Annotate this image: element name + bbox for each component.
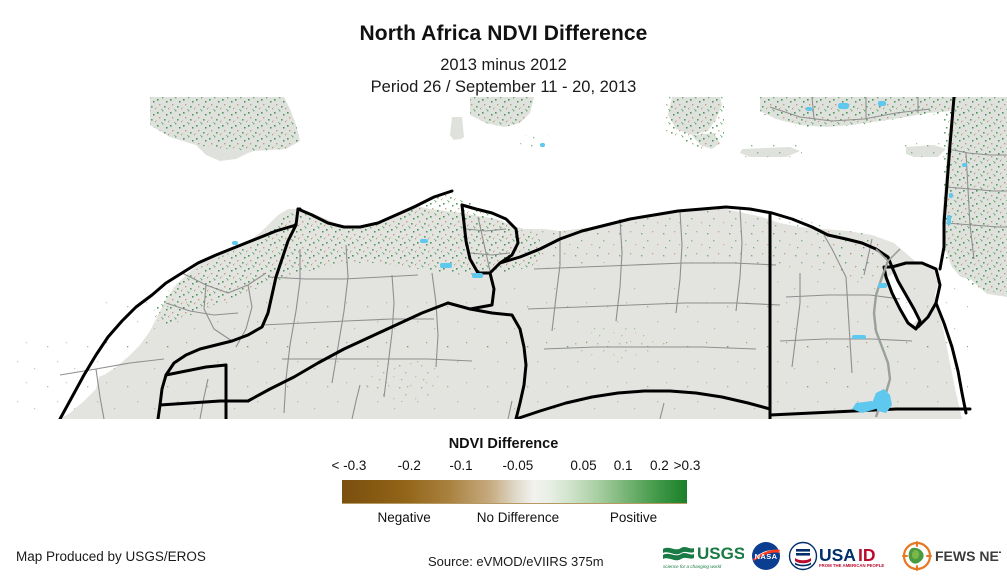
- legend-tick-1: -0.2: [397, 458, 421, 473]
- lake-nasser-arm: [852, 401, 876, 413]
- lake-morocco-small: [232, 241, 238, 245]
- map-credit: Map Produced by USGS/EROS: [16, 549, 206, 564]
- legend-caption-1: No Difference: [476, 510, 560, 525]
- fewsnet-wordmark: FEWS NET: [935, 548, 1001, 564]
- map-subtitle-period: Period 26 / September 11 - 20, 2013: [370, 78, 637, 97]
- lake-dead-sea: [947, 215, 951, 225]
- usgs-logo[interactable]: USGS science for a changing world: [660, 540, 744, 572]
- lake-algeria-small: [420, 239, 428, 243]
- legend-tick-3: -0.05: [502, 458, 534, 473]
- map-canvas[interactable]: [0, 97, 1007, 419]
- usaid-wordmark-id: ID: [858, 545, 876, 565]
- title-block: North Africa NDVI Difference 2013 minus …: [0, 0, 1007, 97]
- legend-caption-labels: Negative No Difference Positive: [296, 510, 726, 528]
- legend-caption-2: Positive: [609, 510, 658, 525]
- legend-tick-5: 0.1: [613, 458, 633, 473]
- hydrology: [232, 101, 967, 418]
- nasa-meatball-circle: [752, 542, 780, 570]
- lake-galilee: [949, 193, 953, 198]
- legend-tick-0: < -0.3: [331, 458, 367, 473]
- legend-colorbar: [342, 480, 687, 504]
- fewsnet-globe-icon: [902, 541, 932, 571]
- footer-bar: Map Produced by USGS/EROS Source: eVMOD/…: [0, 535, 1007, 576]
- admin-boundaries: [59, 97, 1007, 419]
- lake-anatolia-1: [838, 103, 849, 109]
- legend-caption-0: Negative: [377, 510, 431, 525]
- usaid-tagline: FROM THE AMERICAN PEOPLE: [819, 563, 884, 568]
- usgs-wave-mark: [663, 547, 694, 561]
- data-source: Source: eVMOD/eVIIRS 375m: [428, 554, 604, 569]
- river-nile-delta: [875, 248, 901, 262]
- map-subtitle-comparison: 2013 minus 2012: [440, 56, 567, 75]
- lake-anatolia-3: [806, 107, 812, 111]
- water-mediterranean: [300, 131, 906, 249]
- page-title: North Africa NDVI Difference: [359, 22, 648, 45]
- lake-chott-melrhir: [440, 263, 452, 268]
- usaid-logo[interactable]: USA ID FROM THE AMERICAN PEOPLE: [788, 540, 896, 572]
- legend-panel: NDVI Difference < -0.3 -0.2 -0.1 -0.05 0.05 0…: [0, 425, 1007, 535]
- legend-tick-7: >0.3: [673, 458, 701, 473]
- ndvi-difference-map[interactable]: [0, 97, 1007, 419]
- legend-tick-4: 0.05: [570, 458, 597, 473]
- lake-chott-djerid: [472, 273, 483, 278]
- lake-anatolia-2: [878, 101, 886, 106]
- nasa-logo[interactable]: NASA: [749, 540, 783, 572]
- usaid-wordmark-usa: USA: [819, 545, 856, 565]
- fewsnet-logo[interactable]: FEWS NET: [901, 540, 1001, 572]
- usgs-wordmark: USGS: [697, 544, 744, 563]
- legend-tick-6: 0.2: [650, 458, 669, 473]
- lake-sicily-small: [540, 143, 545, 147]
- usgs-tagline: science for a changing world: [663, 564, 722, 569]
- lake-manzala: [878, 283, 887, 288]
- usaid-seal-icon: [788, 541, 818, 571]
- lake-nasser: [872, 389, 892, 413]
- legend-tick-2: -0.1: [449, 458, 473, 473]
- legend-title: NDVI Difference: [448, 436, 559, 452]
- legend-tick-labels: < -0.3 -0.2 -0.1 -0.05 0.05 0.1 0.2 >0.3: [296, 458, 726, 476]
- lake-qarun: [852, 335, 866, 339]
- nasa-wordmark: NASA: [755, 552, 778, 561]
- nasa-red-chevron: [753, 549, 780, 561]
- landmass-sardinia: [450, 117, 464, 143]
- country-borders: [58, 97, 972, 419]
- lake-levant-small: [962, 163, 967, 167]
- agency-logo-strip: USGS science for a changing world NASA U…: [660, 537, 1001, 575]
